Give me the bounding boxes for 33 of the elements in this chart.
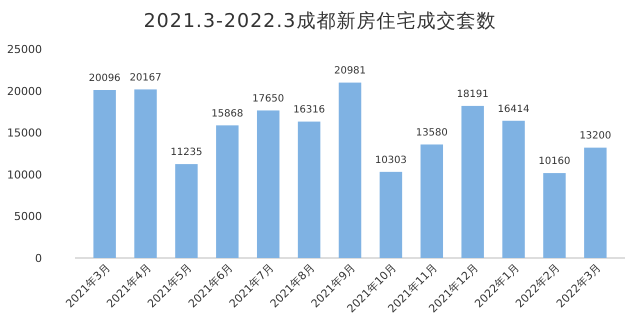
bar bbox=[461, 106, 484, 258]
bar bbox=[298, 122, 320, 258]
bar bbox=[93, 90, 116, 258]
data-label: 20981 bbox=[334, 66, 366, 77]
bar bbox=[175, 164, 198, 258]
bar bbox=[420, 144, 444, 258]
bar bbox=[216, 125, 239, 258]
data-label: 17650 bbox=[252, 93, 284, 104]
bar bbox=[584, 148, 607, 258]
data-label: 15868 bbox=[211, 108, 244, 120]
data-label: 11235 bbox=[170, 147, 202, 158]
bar bbox=[134, 89, 157, 258]
bar bbox=[502, 120, 525, 258]
data-label: 10303 bbox=[374, 154, 407, 166]
data-label: 20167 bbox=[130, 72, 162, 84]
data-label: 10160 bbox=[538, 156, 570, 168]
y-tick-label: 0 bbox=[35, 252, 42, 265]
bar bbox=[338, 82, 362, 258]
data-label: 18191 bbox=[456, 88, 489, 100]
bar bbox=[256, 110, 280, 258]
data-label: 16414 bbox=[498, 104, 530, 115]
bar bbox=[543, 173, 566, 258]
y-tick-label: 10000 bbox=[7, 168, 42, 182]
y-tick-label: 5000 bbox=[14, 210, 42, 224]
bar bbox=[380, 172, 402, 258]
data-label: 16316 bbox=[293, 104, 326, 116]
chart-title: 2021.3-2022.3成都新房住宅成交套数 bbox=[144, 10, 496, 32]
y-tick-label: 25000 bbox=[7, 43, 42, 56]
data-label: 20096 bbox=[88, 72, 121, 84]
data-label: 13580 bbox=[416, 127, 448, 138]
data-label: 13200 bbox=[579, 130, 612, 142]
y-tick-label: 15000 bbox=[7, 126, 42, 140]
y-tick-label: 20000 bbox=[7, 84, 42, 98]
